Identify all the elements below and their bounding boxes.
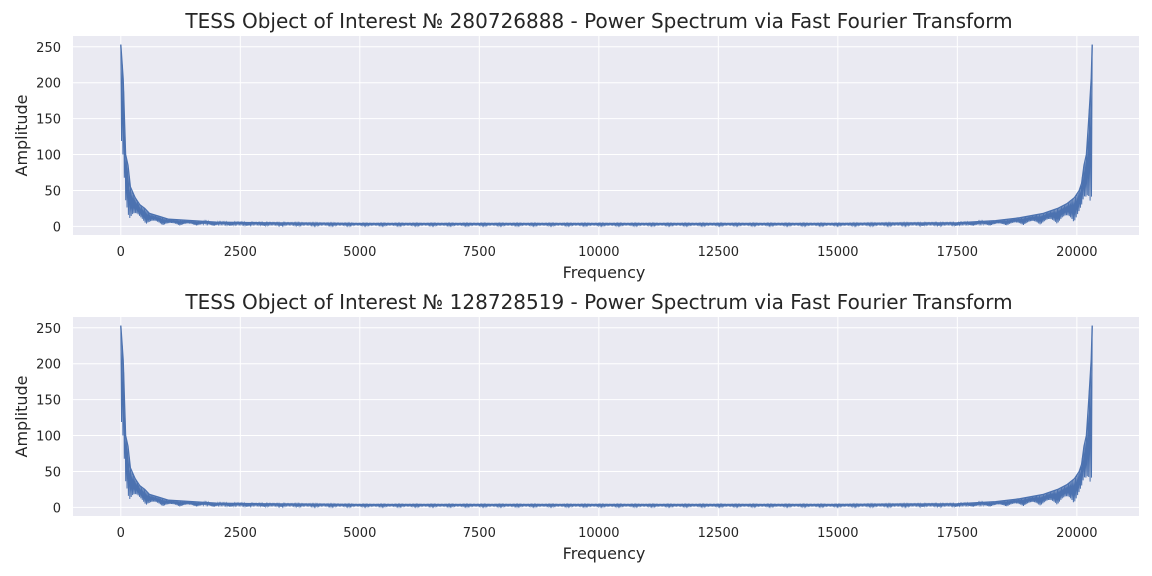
y-tick-label: 150 xyxy=(36,113,61,128)
x-tick-label: 0 xyxy=(117,526,125,541)
x-tick-label: 5000 xyxy=(343,245,376,260)
x-tick-label: 7500 xyxy=(463,245,496,260)
x-tick-label: 12500 xyxy=(698,245,739,260)
x-tick-label: 7500 xyxy=(463,526,496,541)
x-tick-label: 17500 xyxy=(937,526,978,541)
chart-panel-2: 0 2500 5000 7500 10000 12500 15000 17500 20000 0 5… xyxy=(12,290,1139,563)
x-axis-label: Frequency xyxy=(563,263,646,282)
x-tick-label: 10000 xyxy=(578,245,619,260)
y-tick-label: 50 xyxy=(44,465,61,480)
x-tick-label: 12500 xyxy=(698,526,739,541)
y-tick-label: 0 xyxy=(53,220,61,235)
x-axis-label: Frequency xyxy=(563,544,646,563)
series-oscillation-1 xyxy=(120,325,1093,509)
y-tick-label: 200 xyxy=(36,358,61,373)
y-axis-label: Amplitude xyxy=(12,376,31,458)
y-tick-label: 200 xyxy=(36,77,61,92)
x-tick-label: 20000 xyxy=(1056,526,1097,541)
x-tick-label: 2500 xyxy=(224,526,257,541)
x-tick-label: 15000 xyxy=(817,245,858,260)
plot-background xyxy=(73,36,1139,235)
x-tick-label: 0 xyxy=(117,245,125,260)
x-tick-label: 20000 xyxy=(1056,245,1097,260)
chart-title: TESS Object of Interest № 128728519 - Po… xyxy=(184,290,1012,314)
chart-title: TESS Object of Interest № 280726888 - Po… xyxy=(184,9,1012,33)
y-tick-label: 100 xyxy=(36,430,61,445)
y-tick-label: 250 xyxy=(36,322,61,337)
x-tick-label: 10000 xyxy=(578,526,619,541)
y-tick-label: 150 xyxy=(36,394,61,409)
chart-panel-1: 0 2500 5000 7500 10000 12500 15000 17500 20000 0 5… xyxy=(12,9,1139,282)
y-tick-label: 0 xyxy=(53,501,61,516)
x-tick-label: 15000 xyxy=(817,526,858,541)
y-tick-label: 250 xyxy=(36,41,61,56)
y-axis-label: Amplitude xyxy=(12,95,31,177)
y-tick-label: 100 xyxy=(36,149,61,164)
plot-background xyxy=(73,317,1139,516)
x-tick-label: 17500 xyxy=(937,245,978,260)
series-oscillation-1 xyxy=(120,44,1093,228)
y-tick-label: 50 xyxy=(44,184,61,199)
x-tick-label: 2500 xyxy=(224,245,257,260)
x-tick-label: 5000 xyxy=(343,526,376,541)
